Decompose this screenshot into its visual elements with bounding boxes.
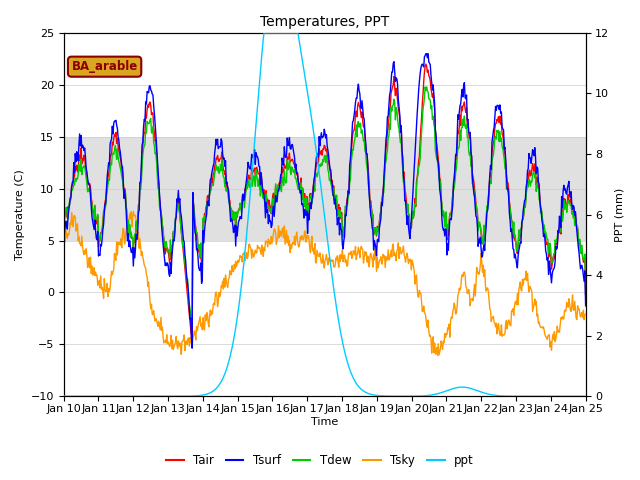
Legend: Tair, Tsurf, Tdew, Tsky, ppt: Tair, Tsurf, Tdew, Tsky, ppt — [161, 449, 479, 472]
Text: BA_arable: BA_arable — [72, 60, 138, 73]
X-axis label: Time: Time — [311, 417, 339, 427]
Y-axis label: Temperature (C): Temperature (C) — [15, 169, 25, 260]
Title: Temperatures, PPT: Temperatures, PPT — [260, 15, 389, 29]
Y-axis label: PPT (mm): PPT (mm) — [615, 187, 625, 242]
Bar — [63, 137, 586, 240]
